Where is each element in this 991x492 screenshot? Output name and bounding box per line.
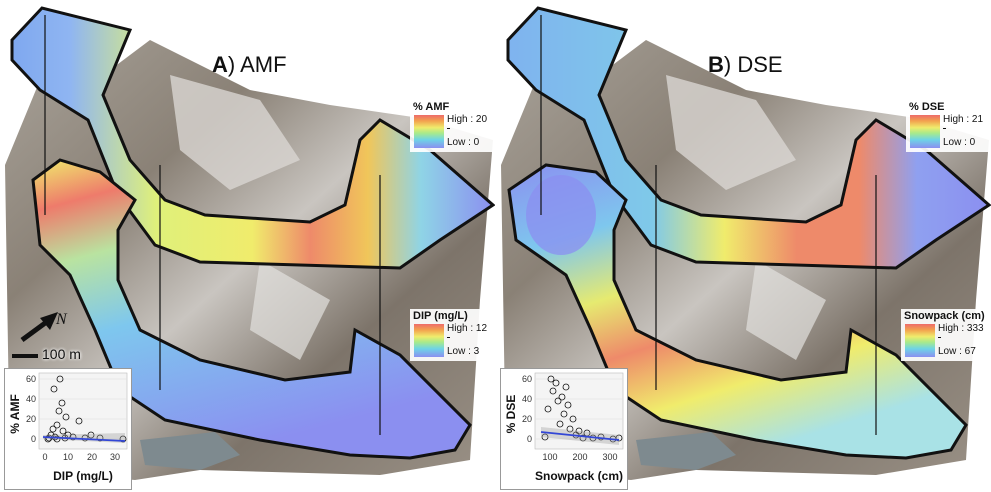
- x-tick-label: 20: [87, 452, 97, 462]
- legend-mid-tick: [447, 337, 450, 338]
- legend-amf: % AMF High : 20 Low : 0: [410, 100, 495, 152]
- y-tick-label: 20: [522, 414, 532, 424]
- legend-high-label: High : 333: [938, 323, 984, 334]
- legend-title: % AMF: [413, 101, 450, 113]
- trend-line: [540, 431, 620, 441]
- y-axis-label: % DSE: [504, 395, 518, 434]
- legend-color-ramp: [414, 115, 444, 148]
- trend-line: [42, 436, 126, 442]
- legend-low-label: Low : 3: [447, 346, 480, 357]
- panel-title: A) AMF: [212, 52, 287, 77]
- legend-color-ramp: [905, 324, 935, 357]
- legend-low-label: Low : 0: [943, 137, 976, 148]
- legend-dse: % DSE High : 21 Low : 0: [906, 100, 991, 152]
- lake: [636, 432, 736, 470]
- y-tick-label: 60: [522, 374, 532, 384]
- legend-color-ramp: [910, 115, 940, 148]
- snow-patch: [250, 260, 330, 360]
- legend-high-label: High : 20: [447, 114, 488, 125]
- y-axis-label: % AMF: [8, 394, 22, 434]
- scatter-points: [44, 375, 127, 443]
- x-tick-label: 200: [572, 452, 587, 462]
- north-arrow-icon: N: [20, 311, 68, 343]
- panel-letter: A: [212, 52, 228, 77]
- legend-dip: DIP (mg/L) High : 12 Low : 3: [410, 309, 495, 361]
- lake: [140, 432, 240, 470]
- x-axis-label: Snowpack (cm): [535, 469, 623, 483]
- legend-low-label: Low : 67: [938, 346, 976, 357]
- legend-title: Snowpack (cm): [904, 310, 985, 322]
- scale-bar-label: 100 m: [42, 346, 81, 362]
- x-axis-label: DIP (mg/L): [53, 469, 113, 483]
- x-tick-label: 30: [110, 452, 120, 462]
- y-tick-label: 40: [26, 394, 36, 404]
- snow-patch: [170, 75, 300, 190]
- x-tick-label: 300: [602, 452, 617, 462]
- legend-title: % DSE: [909, 101, 945, 113]
- north-label: N: [55, 311, 68, 328]
- y-tick-label: 20: [26, 414, 36, 424]
- inset-plot-amf: 0 20 40 60 0 10 20 30 % AMF DIP (mg/L): [4, 368, 132, 490]
- x-tick-label: 10: [63, 452, 73, 462]
- snow-patch: [666, 75, 796, 190]
- x-tick-label: 100: [542, 452, 557, 462]
- legend-title: DIP (mg/L): [413, 310, 468, 322]
- legend-mid-tick: [943, 128, 946, 129]
- inset-plot-dse: 0 20 40 60 100 200 300 % DSE Snowpack (c…: [500, 368, 628, 490]
- panel-letter: B: [708, 52, 724, 77]
- panel-title-text: AMF: [240, 52, 287, 77]
- legend-high-label: High : 12: [447, 323, 488, 334]
- scale-bar-line: [12, 354, 38, 358]
- low-value-patch: [526, 175, 596, 255]
- y-tick-label: 60: [26, 374, 36, 384]
- panel-amf: N A) AMF % AMF High : 20 Low : 0 DIP (mg…: [0, 0, 495, 492]
- x-tick-label: 0: [42, 452, 47, 462]
- panel-title-text: DSE: [737, 52, 783, 77]
- legend-mid-tick: [447, 128, 450, 129]
- panel-title: B) DSE: [708, 52, 783, 77]
- legend-low-label: Low : 0: [447, 137, 480, 148]
- snow-patch: [746, 260, 826, 360]
- y-tick-label: 0: [31, 434, 36, 444]
- legend-high-label: High : 21: [943, 114, 984, 125]
- legend-color-ramp: [414, 324, 444, 357]
- legend-mid-tick: [938, 337, 941, 338]
- y-tick-label: 40: [522, 394, 532, 404]
- legend-snowpack: Snowpack (cm) High : 333 Low : 67: [901, 309, 991, 361]
- y-tick-label: 0: [527, 434, 532, 444]
- panel-dse: B) DSE % DSE High : 21 Low : 0 Snowpack …: [496, 0, 991, 492]
